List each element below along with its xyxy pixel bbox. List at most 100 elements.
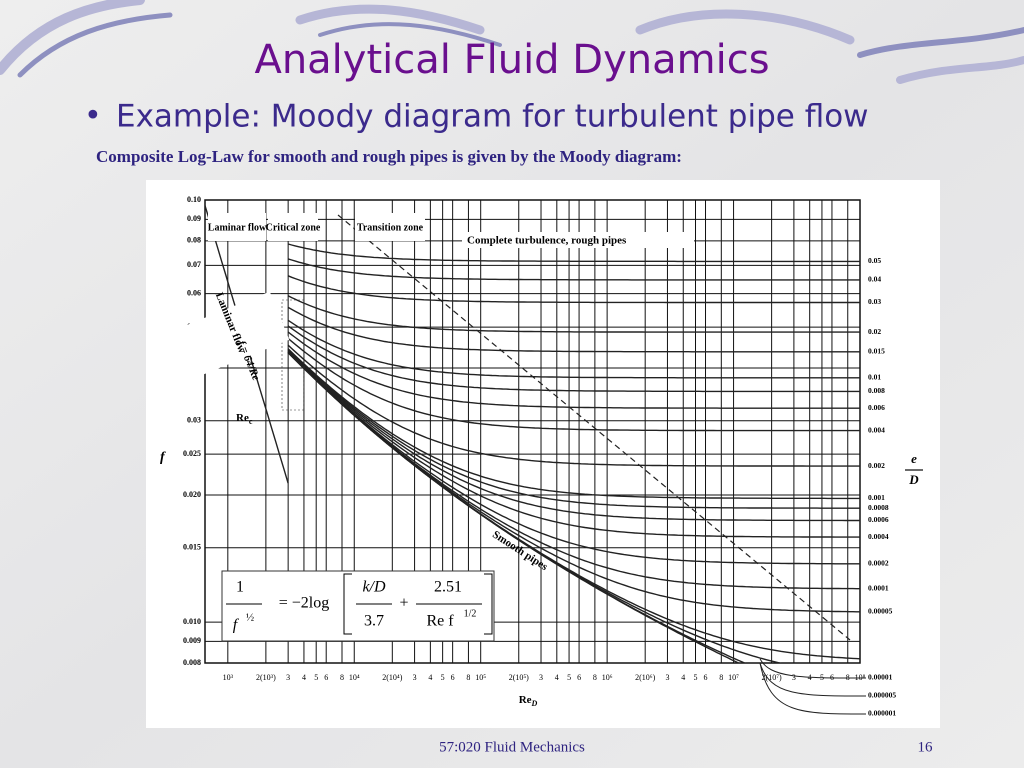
- y-tick-label: 0.06: [187, 288, 201, 297]
- roughness-curve: [287, 351, 860, 565]
- x-tick-label: 3: [539, 673, 543, 682]
- y-tick-label: 0.009: [183, 636, 201, 645]
- formula-part: +: [399, 595, 408, 612]
- annotation: Complete turbulence, rough pipes: [467, 235, 627, 247]
- formula-part: ½: [246, 612, 254, 624]
- formula-part: f: [233, 617, 240, 634]
- x-tick-label: 10⁷: [728, 673, 739, 682]
- x-tick-label: 4: [681, 673, 685, 682]
- annotation-sub: c: [249, 417, 253, 426]
- roughness-label: 0.00005: [868, 607, 893, 616]
- x-tick-label: 3: [286, 673, 290, 682]
- annotation: Laminar flow: [208, 222, 267, 233]
- x-tick-label: 2(10⁷): [762, 673, 782, 682]
- critical-zone: [281, 299, 305, 411]
- x-axis-label: ReD: [519, 694, 538, 708]
- roughness-curve: [287, 306, 860, 353]
- roughness-label: 0.000005: [868, 691, 896, 700]
- y-tick-label: 0.07: [187, 260, 201, 269]
- x-tick-label: 3: [413, 673, 417, 682]
- x-tick-label: 8: [846, 673, 850, 682]
- formula-part: 2.51: [434, 579, 462, 596]
- x-tick-label: 2(10³): [256, 673, 276, 682]
- x-tick-label: 2(10⁵): [509, 673, 529, 682]
- formula-part: 3.7: [364, 613, 384, 630]
- roughness-label: 0.04: [868, 275, 881, 284]
- decoration: [0, 0, 1024, 84]
- roughness-label: 0.015: [868, 347, 885, 356]
- leader-line: [759, 662, 867, 697]
- roughness-label: 0.03: [868, 297, 881, 306]
- roughness-label: 0.0008: [868, 503, 889, 512]
- y-tick-label: 0.09: [187, 214, 201, 223]
- x-tick-label: 8: [466, 673, 470, 682]
- bullet-text: Example: Moody diagram for turbulent pip…: [116, 99, 869, 135]
- annotation: Rec: [236, 412, 253, 426]
- x-tick-label: 5: [567, 673, 571, 682]
- roughness-label: 0.0001: [868, 583, 889, 592]
- subtitle: Composite Log-Law for smooth and rough p…: [96, 147, 682, 166]
- annotation-box: [208, 213, 266, 241]
- formula-part: 1: [236, 579, 244, 596]
- x-tick-label: 6: [451, 673, 455, 682]
- formula-part: Re f: [426, 613, 454, 630]
- roughness-curve: [287, 258, 860, 281]
- right-axis-label-den: D: [908, 472, 919, 487]
- roughness-label: 0.001: [868, 493, 885, 502]
- slide-title: Analytical Fluid Dynamics: [254, 37, 769, 83]
- formula-part: = −2log: [279, 595, 330, 612]
- annotation: Transition zone: [357, 222, 424, 233]
- x-tick-label: 5: [694, 673, 698, 682]
- roughness-label: 0.0006: [868, 515, 889, 524]
- x-tick-label: 10⁶: [602, 673, 613, 682]
- formula-part: k/D: [362, 579, 386, 596]
- footer: 57:020 Fluid Mechanics: [439, 739, 585, 755]
- roughness-label: 0.006: [868, 403, 885, 412]
- annotation-box: [355, 213, 425, 241]
- x-tick-label: 4: [428, 673, 432, 682]
- y-tick-label: 0.10: [187, 195, 201, 204]
- roughness-label: 0.01: [868, 373, 881, 382]
- roughness-label: 0.008: [868, 386, 885, 395]
- x-tick-label: 8: [719, 673, 723, 682]
- x-tick-label: 8: [340, 673, 344, 682]
- roughness-curve: [287, 350, 860, 538]
- annotation-box: [462, 232, 694, 248]
- roughness-curve: [287, 344, 860, 467]
- x-tick-label: 2(10⁶): [635, 673, 655, 682]
- x-axis-label-sub: D: [531, 699, 538, 708]
- y-tick-label: 0.020: [183, 490, 201, 499]
- roughness-curve: [287, 348, 860, 500]
- roughness-curve: [287, 243, 860, 263]
- annotation: Critical zone: [266, 222, 321, 233]
- roughness-curve: [287, 348, 860, 509]
- y-tick-label: 0.015: [183, 543, 201, 552]
- formula-box: [221, 570, 495, 642]
- x-tick-label: 8: [593, 673, 597, 682]
- leader-line: [759, 658, 867, 679]
- annotation-main: Re: [236, 412, 249, 424]
- roughness-curve: [287, 325, 860, 393]
- x-tick-label: 10⁵: [475, 673, 486, 682]
- y-tick-label: 0.010: [183, 617, 201, 626]
- annotation-box: [268, 213, 318, 241]
- x-axis-label-main: Re: [519, 694, 532, 706]
- roughness-curve: [287, 331, 860, 409]
- annotation-box: [167, 291, 290, 382]
- y-tick-label: 0.08: [187, 236, 201, 245]
- roughness-curve: [287, 349, 860, 522]
- roughness-label: 0.05: [868, 256, 881, 265]
- roughness-label: 0.00001: [868, 673, 893, 682]
- roughness-curve: [287, 319, 860, 379]
- x-tick-label: 5: [441, 673, 445, 682]
- roughness-label: 0.0004: [868, 532, 889, 541]
- y-tick-label: 0.025: [183, 449, 201, 458]
- x-tick-label: 6: [577, 673, 581, 682]
- plot-frame: [204, 199, 861, 664]
- roughness-curve: [287, 295, 860, 333]
- x-tick-label: 3: [792, 673, 796, 682]
- y-axis-label: f: [160, 450, 166, 465]
- roughness-curve: [287, 337, 860, 432]
- leader-line: [759, 662, 867, 715]
